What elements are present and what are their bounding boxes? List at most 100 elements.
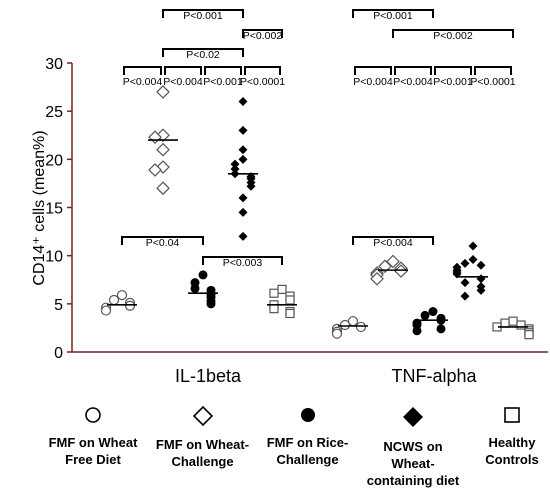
data-point <box>156 142 170 157</box>
data-point <box>246 181 256 191</box>
significance-bracket <box>123 66 162 75</box>
x-category-label: IL-1beta <box>175 366 242 386</box>
data-point <box>468 241 478 251</box>
data-point <box>412 326 422 336</box>
data-point <box>331 328 343 339</box>
p-value-label: P<0.002 <box>433 30 473 42</box>
filled-diamond-icon <box>403 407 423 427</box>
legend-item-ncws: NCWS on Wheat-containing diet <box>362 400 464 489</box>
legend-label: FMF on Wheat-Challenge <box>155 437 250 469</box>
significance-bracket <box>162 9 244 18</box>
significance-bracket <box>392 29 514 38</box>
data-point <box>116 290 128 301</box>
data-point <box>285 308 295 319</box>
p-value-label: P<0.0001 <box>470 76 515 88</box>
data-point <box>238 207 248 217</box>
data-point <box>206 299 216 309</box>
data-point <box>468 255 478 265</box>
data-point <box>476 274 486 284</box>
p-value-label: P<0.004 <box>353 76 393 88</box>
data-point <box>269 304 279 314</box>
p-value-label: P<0.0001 <box>240 76 285 88</box>
data-point <box>436 324 446 334</box>
data-point <box>156 85 170 99</box>
data-point <box>476 260 486 270</box>
p-value-label: P<0.004 <box>373 237 413 249</box>
data-point <box>370 271 384 286</box>
y-tick-label: 10 <box>45 249 63 266</box>
data-point <box>108 294 120 306</box>
data-point <box>124 300 136 311</box>
x-category-label: TNF-alpha <box>391 366 477 386</box>
significance-bracket <box>434 66 472 75</box>
y-tick-label: 30 <box>45 56 63 73</box>
p-value-label: P<0.04 <box>146 237 180 249</box>
data-point <box>230 159 240 169</box>
p-value-label: P<0.001 <box>373 10 413 22</box>
significance-bracket <box>164 66 202 75</box>
data-point <box>460 291 470 301</box>
significance-bracket <box>204 66 242 75</box>
data-point <box>156 181 170 196</box>
legend-item-wheat-free: FMF on Wheat Free Diet <box>38 400 148 468</box>
p-value-label: P<0.004 <box>123 76 163 88</box>
legend-label: NCWS on Wheat-containing diet <box>366 439 460 488</box>
data-point <box>339 319 351 331</box>
significance-bracket <box>352 236 434 245</box>
legend-label: FMF on Rice-Challenge <box>266 435 349 467</box>
open-diamond-icon <box>192 406 213 426</box>
p-value-label: P<0.02 <box>186 49 220 61</box>
legend-item-rice-challenge: FMF on Rice-Challenge <box>260 400 355 468</box>
data-point <box>355 321 367 333</box>
data-point <box>508 316 518 326</box>
data-points <box>100 85 534 340</box>
data-point <box>238 231 248 241</box>
data-point <box>460 278 470 288</box>
legend-item-healthy: Healthy Controls <box>476 400 548 468</box>
significance-bracket <box>244 66 281 75</box>
significance-bracket <box>474 66 512 75</box>
p-value-label: P<0.004 <box>393 76 433 88</box>
data-point <box>277 284 287 294</box>
p-value-label: P<0.002 <box>243 30 283 42</box>
data-point <box>500 318 510 328</box>
data-point <box>516 320 526 330</box>
y-tick-label: 25 <box>45 104 63 121</box>
significance-bracket <box>202 256 283 265</box>
y-axis-label: CD14⁺ cells (mean%) <box>31 130 48 285</box>
data-point <box>230 164 240 174</box>
data-point <box>420 310 430 320</box>
data-point <box>190 283 200 293</box>
data-point <box>378 259 392 274</box>
p-value-label: P<0.001 <box>203 76 243 88</box>
legend: FMF on Wheat Free Diet FMF on Wheat-Chal… <box>0 400 550 494</box>
axes: 0 5 10 15 20 25 30 IL-1beta TNF-alpha <box>45 56 548 386</box>
data-point <box>238 97 248 107</box>
y-tick-label: 5 <box>54 297 63 314</box>
p-value-label: P<0.004 <box>163 76 203 88</box>
p-value-label: P<0.001 <box>433 76 473 88</box>
open-circle-icon <box>85 407 101 423</box>
data-point <box>100 305 112 316</box>
data-point <box>428 307 438 317</box>
data-point <box>238 193 248 203</box>
significance-bracket <box>121 236 204 245</box>
data-point <box>238 154 248 164</box>
data-point <box>238 125 248 135</box>
data-point <box>285 295 295 305</box>
significance-bracket <box>352 9 434 18</box>
data-point <box>476 285 486 295</box>
legend-label: Healthy Controls <box>485 435 539 467</box>
data-point <box>269 288 279 298</box>
filled-circle-icon <box>300 408 315 422</box>
data-point <box>524 330 534 340</box>
data-point <box>238 145 248 155</box>
p-value-label: P<0.003 <box>223 257 263 269</box>
y-tick-label: 15 <box>45 201 63 218</box>
significance-bracket <box>242 29 283 38</box>
legend-label: FMF on Wheat Free Diet <box>48 435 138 467</box>
data-point <box>198 270 208 280</box>
data-point <box>460 258 470 268</box>
